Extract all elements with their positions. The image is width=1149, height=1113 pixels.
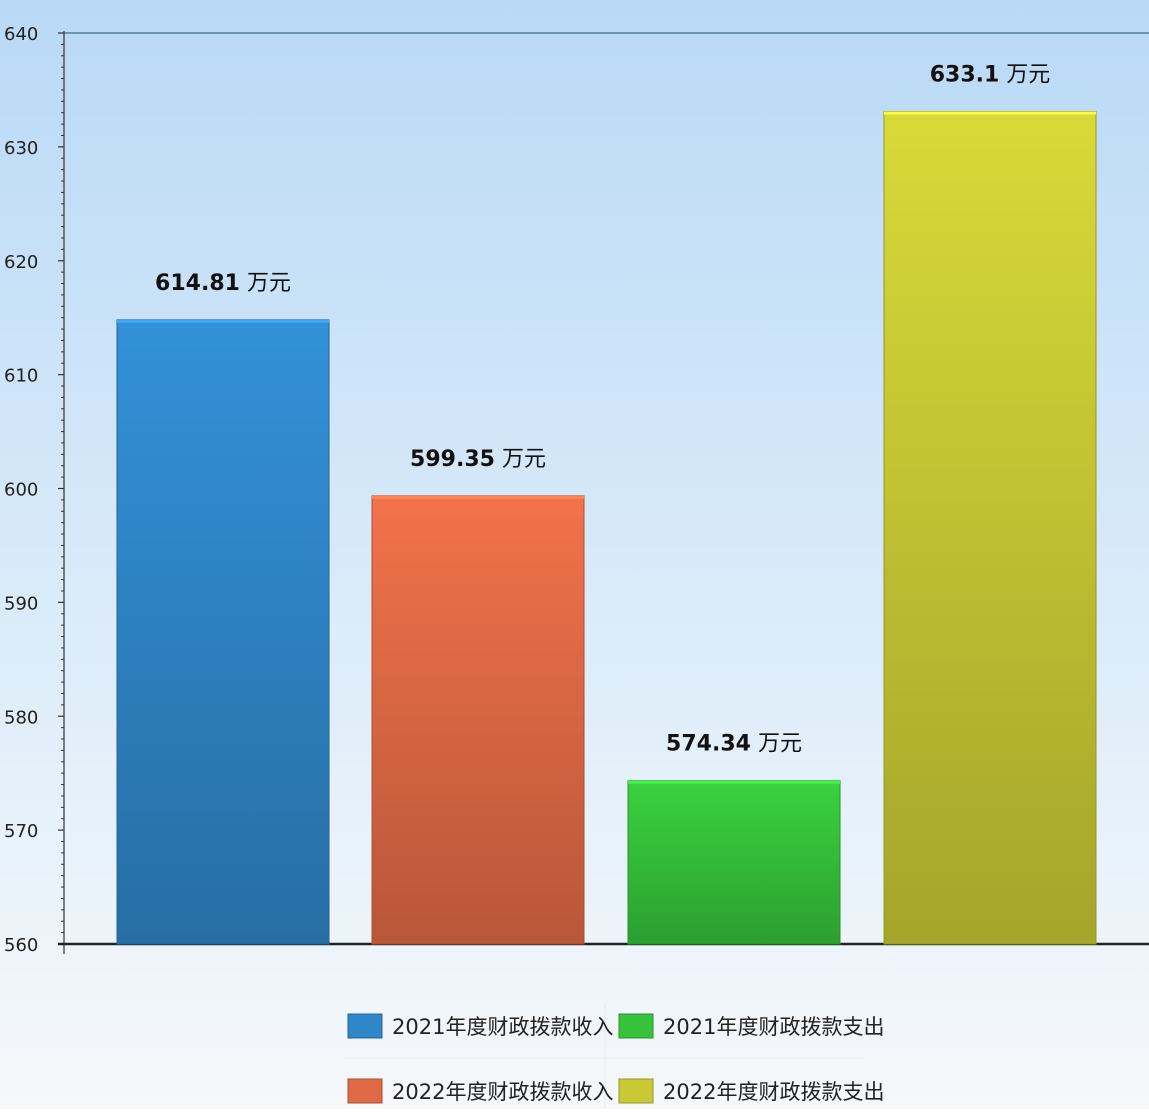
legend-swatch [347, 1078, 383, 1104]
bar-3[interactable] [627, 780, 841, 945]
bar-top-highlight [628, 780, 840, 784]
bar-data-label: 599.35 万元 [410, 447, 546, 472]
y-tick-label: 630 [4, 138, 38, 159]
bar-data-label: 614.81 万元 [155, 271, 291, 296]
y-tick-label: 580 [4, 707, 38, 728]
y-tick-label: 610 [4, 366, 38, 387]
legend-item[interactable]: 2022年度财政拨款收入 [347, 1078, 613, 1104]
legend-label: 2021年度财政拨款收入 [392, 1015, 613, 1039]
legend-label: 2022年度财政拨款收入 [392, 1080, 613, 1104]
bar-4[interactable] [883, 111, 1097, 945]
bar-top-highlight [884, 111, 1096, 115]
bar-2[interactable] [371, 495, 585, 945]
bar-top-highlight [117, 319, 329, 323]
legend-swatch [618, 1013, 654, 1039]
y-tick-label: 570 [4, 821, 38, 842]
y-tick-label: 640 [4, 24, 38, 45]
legend-item[interactable]: 2022年度财政拨款支出 [618, 1078, 884, 1104]
legend-label: 2022年度财政拨款支出 [663, 1080, 884, 1104]
bar-data-label: 633.1 万元 [930, 63, 1051, 88]
legend-swatch [347, 1013, 383, 1039]
legend-label: 2021年度财政拨款支出 [663, 1015, 884, 1039]
y-tick-label: 560 [4, 935, 38, 956]
y-tick-label: 600 [4, 480, 38, 501]
legend-item[interactable]: 2021年度财政拨款支出 [618, 1013, 884, 1039]
y-tick-label: 620 [4, 252, 38, 273]
legend-swatch [618, 1078, 654, 1104]
y-tick-label: 590 [4, 593, 38, 614]
bar-data-label: 574.34 万元 [666, 732, 802, 757]
legend-item[interactable]: 2021年度财政拨款收入 [347, 1013, 613, 1039]
bar-top-highlight [372, 495, 584, 499]
bar-1[interactable] [116, 319, 330, 945]
